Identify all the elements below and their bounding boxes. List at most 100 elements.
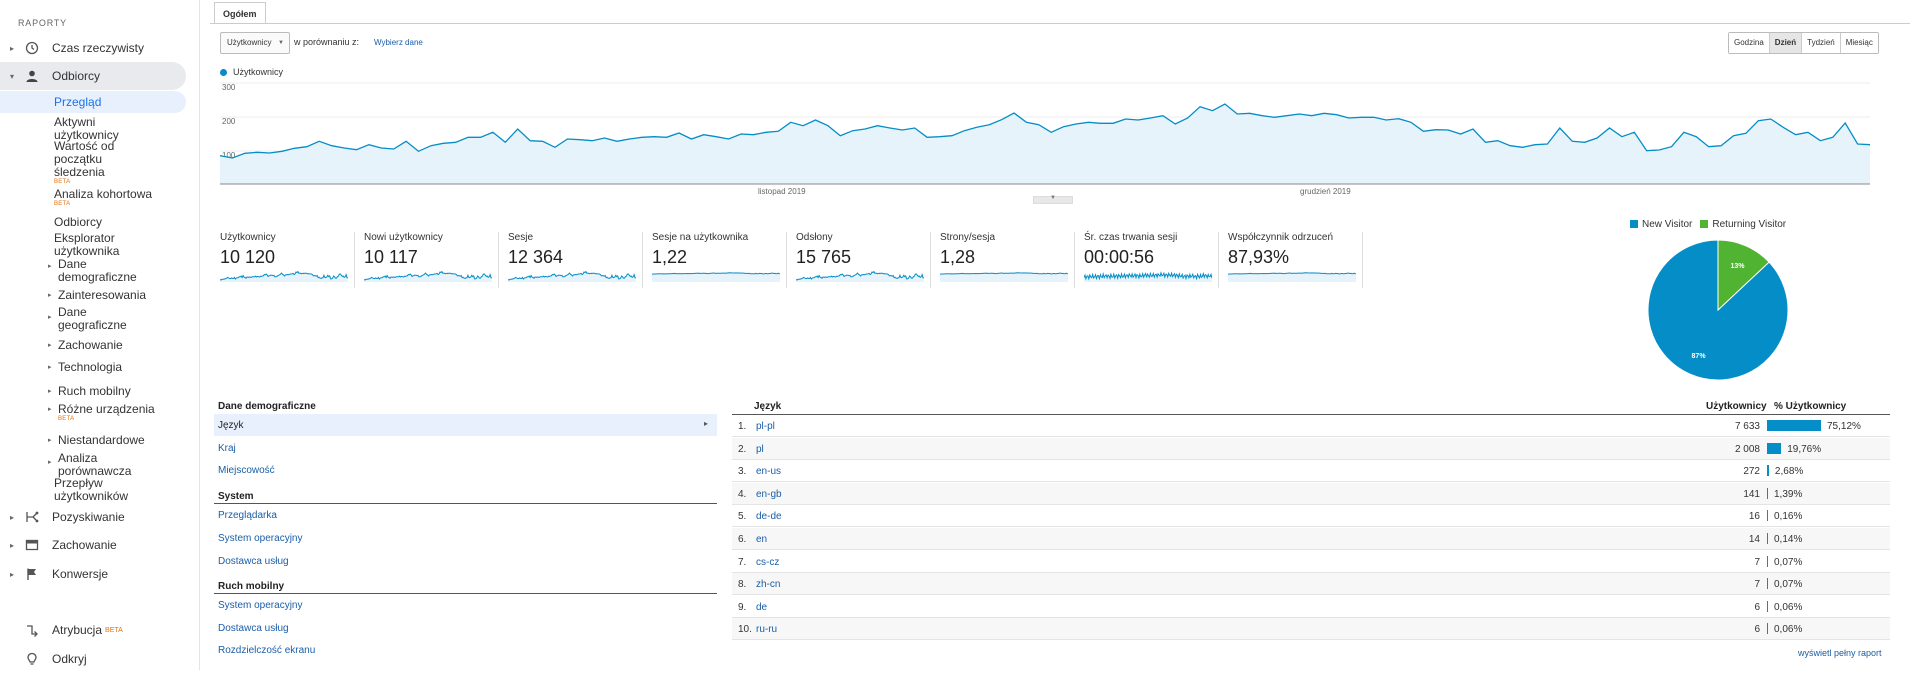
dimension-country[interactable]: Kraj bbox=[218, 443, 236, 454]
scorecard-label: Współczynnik odrzuceń bbox=[1228, 232, 1334, 243]
beta-badge: BETA bbox=[58, 416, 75, 422]
sidebar-sub-overview[interactable]: Przegląd bbox=[54, 95, 102, 109]
dimension-language[interactable]: Język bbox=[218, 420, 244, 431]
metric-selector-value: Użytkownicy bbox=[227, 38, 272, 47]
sidebar-sub-cross-device[interactable]: Różne urządzenia BETA bbox=[58, 403, 155, 423]
sidebar-sub-active-users[interactable]: Aktywni użytkownicy bbox=[54, 116, 119, 142]
column-header-users[interactable]: Użytkownicy bbox=[1706, 401, 1767, 412]
scorecard-bounce-rate[interactable]: Współczynnik odrzuceń 87,93% bbox=[1228, 232, 1362, 288]
behavior-icon bbox=[22, 538, 42, 552]
metric-selector[interactable]: Użytkownicy ▼ bbox=[220, 32, 290, 54]
dimension-city[interactable]: Miejscowość bbox=[218, 465, 275, 476]
legend-item-returning[interactable]: Returning Visitor bbox=[1700, 219, 1786, 230]
sidebar: RAPORTY ▸ Czas rzeczywisty ▾ Odbiorcy Pr… bbox=[0, 0, 200, 670]
row-number: 2. bbox=[738, 443, 747, 455]
label-line: Eksplorator bbox=[54, 231, 115, 245]
sidebar-item-realtime[interactable]: ▸ Czas rzeczywisty bbox=[0, 34, 186, 62]
dimension-browser[interactable]: Przeglądarka bbox=[218, 510, 277, 521]
sidebar-item-behavior[interactable]: ▸ Zachowanie bbox=[0, 531, 186, 559]
granularity-month-button[interactable]: Miesiąc bbox=[1840, 33, 1878, 53]
dimension-mobile-os[interactable]: System operacyjny bbox=[218, 600, 303, 611]
scorecard-avg-session-duration[interactable]: Śr. czas trwania sesji 00:00:56 bbox=[1084, 232, 1218, 288]
legend-label: New Visitor bbox=[1642, 219, 1693, 230]
chart-line bbox=[220, 103, 1871, 159]
row-language-link[interactable]: pl bbox=[756, 443, 764, 455]
scorecard-sessions[interactable]: Sesje 12 364 bbox=[508, 232, 642, 288]
tab-overview[interactable]: Ogółem bbox=[214, 2, 266, 24]
row-language-link[interactable]: cs-cz bbox=[756, 556, 780, 568]
scorecard-users[interactable]: Użytkownicy 10 120 bbox=[220, 232, 354, 288]
scorecard-sessions-per-user[interactable]: Sesje na użytkownika 1,22 bbox=[652, 232, 786, 288]
chart-collapse-button[interactable]: ▼ bbox=[1033, 195, 1073, 204]
table-row: 2. pl 2 008 19,76% bbox=[732, 437, 1890, 460]
sidebar-sub-users-flow[interactable]: Przepływ użytkowników bbox=[54, 477, 128, 503]
scorecard-new-users[interactable]: Nowi użytkownicy 10 117 bbox=[364, 232, 498, 288]
scorecard-label: Nowi użytkownicy bbox=[364, 232, 443, 243]
visitor-type-pie-chart: 87% 13% bbox=[1647, 239, 1789, 381]
sidebar-sub-custom[interactable]: Niestandardowe bbox=[58, 433, 145, 447]
row-users: 7 bbox=[1754, 579, 1760, 591]
sidebar-sub-cohort[interactable]: Analiza kohortowa BETA bbox=[54, 188, 152, 208]
sparkline-line bbox=[940, 272, 1068, 275]
sidebar-sub-audiences[interactable]: Odbiorcy bbox=[54, 215, 103, 229]
row-share-bar bbox=[1767, 623, 1768, 635]
row-share-bar bbox=[1767, 465, 1769, 477]
sidebar-sub-geo[interactable]: Dane geograficzne bbox=[58, 306, 127, 332]
dimension-service-provider[interactable]: Dostawca usług bbox=[218, 556, 289, 567]
compare-label: w porównaniu z: bbox=[294, 37, 360, 47]
sidebar-sub-demographics[interactable]: Dane demograficzne bbox=[58, 258, 137, 284]
column-header-users-pct[interactable]: % Użytkownicy bbox=[1774, 401, 1847, 412]
compare-select-link[interactable]: Wybierz dane bbox=[374, 38, 423, 47]
sidebar-item-discover[interactable]: Odkryj bbox=[0, 645, 186, 673]
scorecard-pageviews[interactable]: Odsłony 15 765 bbox=[796, 232, 930, 288]
sidebar-item-conversions[interactable]: ▸ Konwersje bbox=[0, 560, 186, 588]
row-users: 7 bbox=[1754, 556, 1760, 568]
mobile-heading: Ruch mobilny bbox=[218, 581, 285, 592]
users-line-chart: 300 200 100 listopad 2019 grudzień 2019 bbox=[220, 82, 1871, 196]
sparkline-line bbox=[1228, 272, 1356, 275]
granularity-toggle: Godzina Dzień Tydzień Miesiąc bbox=[1728, 32, 1879, 54]
sidebar-sub-lifetime-value[interactable]: Wartość od początku śledzenia BETA bbox=[54, 140, 114, 186]
row-language-link[interactable]: ru-ru bbox=[756, 624, 778, 636]
sidebar-sub-behavior[interactable]: Zachowanie bbox=[58, 338, 123, 352]
divider bbox=[1362, 232, 1363, 288]
caret-right-icon: ▸ bbox=[48, 437, 52, 444]
sidebar-sub-mobile[interactable]: Ruch mobilny bbox=[58, 384, 131, 398]
sidebar-sub-benchmarking[interactable]: Analiza porównawcza bbox=[58, 452, 131, 478]
row-share-bar bbox=[1767, 533, 1768, 544]
sidebar-item-attribution[interactable]: Atrybucja BETA bbox=[0, 616, 186, 644]
dimension-os[interactable]: System operacyjny bbox=[218, 533, 303, 544]
row-language-link[interactable]: en-us bbox=[756, 466, 782, 478]
full-report-link[interactable]: wyświetl pełny raport bbox=[1798, 648, 1882, 658]
sidebar-item-acquisition[interactable]: ▸ Pozyskiwanie bbox=[0, 503, 186, 531]
sidebar-sub-technology[interactable]: Technologia bbox=[58, 360, 123, 374]
row-language-link[interactable]: pl-pl bbox=[756, 421, 775, 432]
row-language-link[interactable]: de-de bbox=[756, 511, 782, 523]
label-line: Przepływ bbox=[54, 476, 103, 490]
row-language-link[interactable]: zh-cn bbox=[756, 579, 781, 591]
column-header-language[interactable]: Język bbox=[754, 401, 782, 412]
scorecard-pages-per-session[interactable]: Strony/sesja 1,28 bbox=[940, 232, 1074, 288]
granularity-week-button[interactable]: Tydzień bbox=[1802, 33, 1841, 53]
sparkline bbox=[364, 270, 492, 282]
legend-item-new[interactable]: New Visitor bbox=[1630, 219, 1692, 230]
row-users: 2 008 bbox=[1734, 443, 1760, 455]
sidebar-sub-user-explorer[interactable]: Eksplorator użytkownika bbox=[54, 232, 119, 258]
dimension-selected-bg bbox=[214, 414, 717, 436]
granularity-day-button[interactable]: Dzień bbox=[1769, 33, 1803, 53]
sidebar-sub-interests[interactable]: Zainteresowania bbox=[58, 288, 147, 302]
dimension-screen-resolution[interactable]: Rozdzielczość ekranu bbox=[218, 645, 316, 656]
row-language-link[interactable]: en-gb bbox=[756, 488, 782, 500]
sidebar-item-audience[interactable]: ▾ Odbiorcy bbox=[0, 62, 186, 90]
granularity-hour-button[interactable]: Godzina bbox=[1729, 33, 1770, 53]
scorecard-value: 1,22 bbox=[652, 247, 688, 267]
scorecard-value: 87,93% bbox=[1228, 247, 1290, 267]
flag-icon bbox=[22, 567, 42, 581]
caret-right-icon: ▸ bbox=[48, 406, 52, 413]
row-share-bar bbox=[1767, 487, 1768, 499]
row-language-link[interactable]: de bbox=[756, 601, 768, 613]
y-tick-label: 300 bbox=[222, 83, 236, 92]
dimension-mobile-provider[interactable]: Dostawca usług bbox=[218, 623, 289, 634]
row-number: 8. bbox=[738, 579, 747, 591]
row-language-link[interactable]: en bbox=[756, 534, 768, 545]
